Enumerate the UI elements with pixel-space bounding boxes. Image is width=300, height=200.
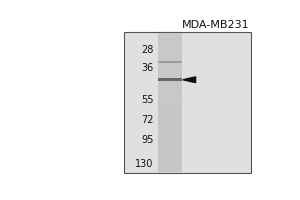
Bar	[158, 165, 182, 166]
Bar	[158, 33, 182, 172]
Bar	[158, 131, 182, 133]
Bar	[158, 70, 182, 71]
Bar	[158, 166, 182, 167]
Text: 130: 130	[135, 159, 154, 169]
Bar	[158, 145, 182, 147]
Bar	[158, 160, 182, 161]
Bar	[158, 149, 182, 150]
Polygon shape	[183, 77, 196, 83]
Bar	[158, 169, 182, 170]
Bar	[158, 99, 182, 100]
Bar	[158, 95, 182, 96]
Bar	[158, 170, 182, 171]
Bar	[158, 163, 182, 164]
Text: 72: 72	[141, 115, 154, 125]
Bar	[158, 39, 182, 40]
Bar	[158, 114, 182, 115]
Bar	[158, 152, 182, 154]
Bar	[158, 61, 182, 63]
Bar	[158, 75, 182, 76]
Bar	[158, 134, 182, 135]
Bar	[158, 108, 182, 110]
Bar	[158, 92, 182, 93]
Bar	[158, 84, 182, 85]
Bar	[158, 156, 182, 157]
Bar	[158, 65, 182, 66]
Bar	[158, 144, 182, 145]
Bar	[158, 79, 182, 81]
Bar	[158, 78, 182, 81]
Bar	[158, 154, 182, 155]
Bar	[158, 46, 182, 47]
Bar	[158, 31, 182, 32]
Bar	[158, 111, 182, 113]
Bar	[158, 159, 182, 160]
Bar	[158, 157, 182, 158]
Bar	[158, 117, 182, 118]
Bar	[158, 162, 182, 163]
Bar	[158, 140, 182, 141]
Bar	[158, 171, 182, 173]
Bar	[158, 142, 182, 143]
Text: 28: 28	[141, 45, 154, 55]
Bar	[158, 122, 182, 123]
Bar	[158, 147, 182, 148]
Bar	[158, 88, 182, 89]
Bar	[158, 151, 182, 152]
Bar	[158, 167, 182, 169]
Bar	[158, 105, 182, 106]
Bar	[158, 136, 182, 137]
Bar	[158, 59, 182, 60]
Bar	[158, 119, 182, 121]
Bar	[158, 124, 182, 126]
Text: 36: 36	[142, 63, 154, 73]
Bar	[124, 32, 251, 173]
Bar	[158, 102, 182, 103]
Bar	[158, 53, 182, 54]
Text: 55: 55	[141, 95, 154, 105]
Text: 95: 95	[141, 135, 154, 145]
Text: MDA-MB231: MDA-MB231	[182, 20, 249, 30]
Bar	[158, 138, 182, 139]
Bar	[158, 127, 182, 128]
Bar	[158, 129, 182, 130]
